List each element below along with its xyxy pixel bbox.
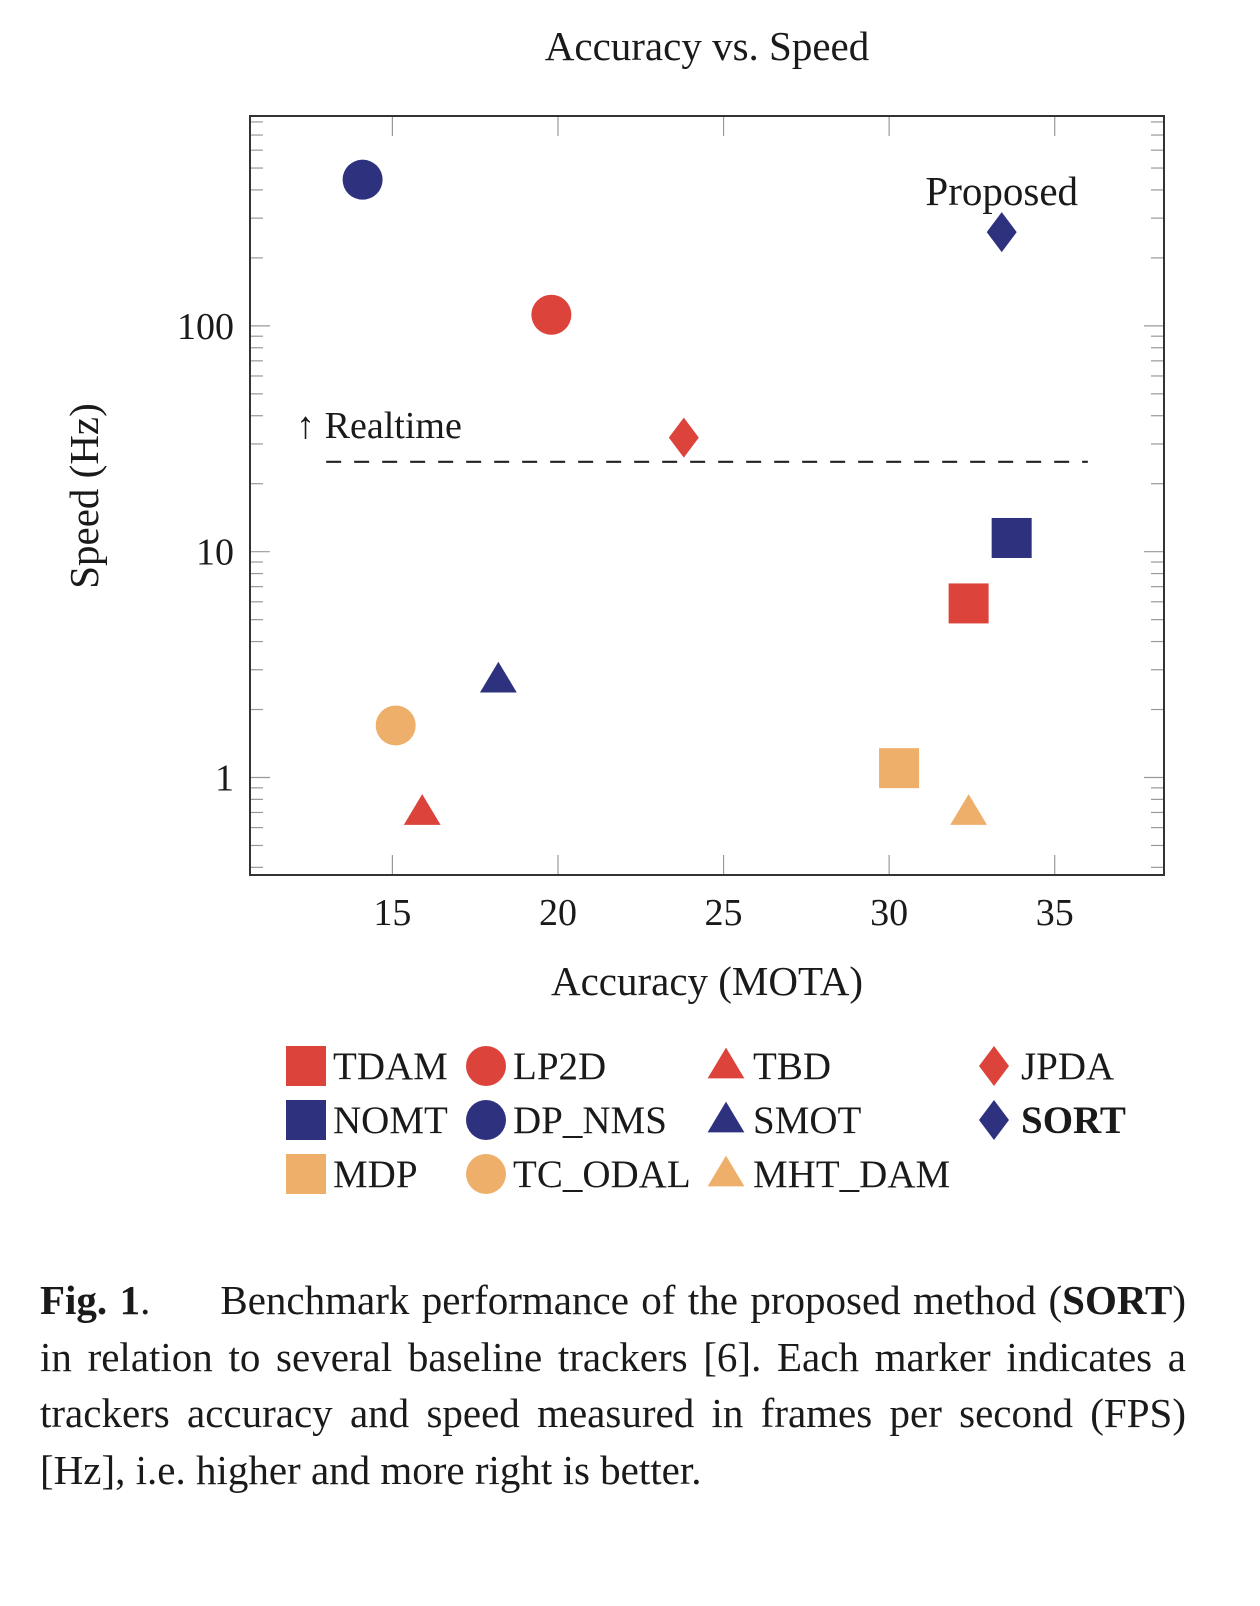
legend-square-icon <box>286 1100 326 1140</box>
legend-item-lp2d: LP2D <box>465 1040 606 1092</box>
legend-marker-circle <box>466 1100 506 1140</box>
chart-legend: TDAM LP2D TBD JPDA NOMT DP_NMS SMOT SORT MDP TC_O… <box>285 1040 1165 1210</box>
legend-label: TBD <box>753 1044 831 1088</box>
legend-item-tbd: TBD <box>705 1040 831 1092</box>
x-tick-label: 15 <box>373 892 411 934</box>
legend-label: MDP <box>333 1152 418 1196</box>
point-tdam-square <box>948 583 989 624</box>
legend-marker-square <box>286 1100 326 1140</box>
legend-marker-triangle <box>707 1047 745 1079</box>
point-tc-odal-circle <box>375 705 416 746</box>
x-tick-label: 25 <box>705 892 743 934</box>
legend-marker-triangle <box>707 1101 745 1133</box>
legend-triangle-icon <box>707 1155 745 1187</box>
legend-marker-square <box>286 1154 326 1194</box>
legend-label: DP_NMS <box>513 1098 667 1142</box>
point-mht-dam-triangle <box>950 794 988 825</box>
y-tick-label: 10 <box>196 532 234 574</box>
caption-label: Fig. 1 <box>40 1277 141 1323</box>
legend-item-dp-nms: DP_NMS <box>465 1094 667 1146</box>
legend-item-jpda: JPDA <box>973 1040 1114 1092</box>
x-tick-label: 20 <box>539 892 577 934</box>
legend-diamond-icon <box>979 1100 1009 1140</box>
legend-label: TDAM <box>333 1044 448 1088</box>
legend-item-mht-dam: MHT_DAM <box>705 1148 950 1200</box>
legend-item-smot: SMOT <box>705 1094 861 1146</box>
legend-item-tc-odal: TC_ODAL <box>465 1148 691 1200</box>
legend-circle-icon <box>466 1154 506 1194</box>
point-tbd-triangle <box>403 794 441 825</box>
point-nomt-square <box>991 517 1032 558</box>
legend-label: JPDA <box>1021 1044 1115 1088</box>
plot-frame <box>249 115 1165 876</box>
point-smot-triangle <box>479 661 517 693</box>
legend-label: SORT <box>1021 1098 1126 1142</box>
chart-title: Accuracy vs. Speed <box>545 23 869 69</box>
legend-marker-square <box>286 1046 326 1086</box>
legend-marker-circle <box>466 1154 506 1194</box>
legend-marker-triangle <box>707 1155 745 1187</box>
legend-square-icon <box>286 1154 326 1194</box>
realtime-annotation: ↑ Realtime <box>296 405 462 447</box>
caption-bold-term: SORT <box>1062 1277 1173 1323</box>
legend-triangle-icon <box>707 1101 745 1133</box>
x-tick-label: 30 <box>870 892 908 934</box>
legend-item-nomt: NOMT <box>285 1094 448 1146</box>
y-axis-label: Speed (Hz) <box>61 403 107 589</box>
y-tick-label: 1 <box>215 757 234 799</box>
legend-marker-diamond <box>979 1100 1009 1140</box>
legend-label: TC_ODAL <box>513 1152 691 1196</box>
tick-labels: 15 20 25 30 35 1 10 100 <box>177 306 1074 934</box>
x-tick-label: 35 <box>1036 892 1074 934</box>
legend-square-icon <box>286 1046 326 1086</box>
axis-ticks <box>250 116 1164 875</box>
proposed-annotation: Proposed <box>925 168 1078 214</box>
legend-marker-diamond <box>979 1046 1009 1086</box>
caption-label-punct: . <box>140 1277 151 1323</box>
caption-text-2: ) in relation to several baseline tracke… <box>40 1277 1187 1493</box>
legend-triangle-icon <box>707 1047 745 1079</box>
legend-label: NOMT <box>333 1098 448 1142</box>
point-mdp-square <box>879 748 920 789</box>
point-jpda-diamond <box>668 417 699 458</box>
legend-circle-icon <box>466 1100 506 1140</box>
point-dp-nms-circle <box>342 159 383 200</box>
legend-item-mdp: MDP <box>285 1148 418 1200</box>
data-points <box>342 159 1032 825</box>
caption-text-1: Benchmark performance of the proposed me… <box>220 1277 1063 1323</box>
y-tick-label: 100 <box>177 306 234 348</box>
legend-item-tdam: TDAM <box>285 1040 448 1092</box>
legend-label: LP2D <box>513 1044 607 1088</box>
legend-label: MHT_DAM <box>753 1152 951 1196</box>
point-lp2d-circle <box>531 294 572 335</box>
point-sort-diamond <box>986 212 1017 253</box>
legend-label: SMOT <box>753 1098 862 1142</box>
figure-caption: Fig. 1. Benchmark performance of the prop… <box>40 1272 1186 1498</box>
legend-diamond-icon <box>979 1046 1009 1086</box>
legend-circle-icon <box>466 1046 506 1086</box>
x-axis-label: Accuracy (MOTA) <box>551 958 863 1004</box>
scatter-chart: Accuracy vs. Speed 15 20 25 30 35 1 10 100 ↑ Re… <box>61 23 1165 1004</box>
legend-marker-circle <box>466 1046 506 1086</box>
legend-item-sort: SORT <box>973 1094 1126 1146</box>
